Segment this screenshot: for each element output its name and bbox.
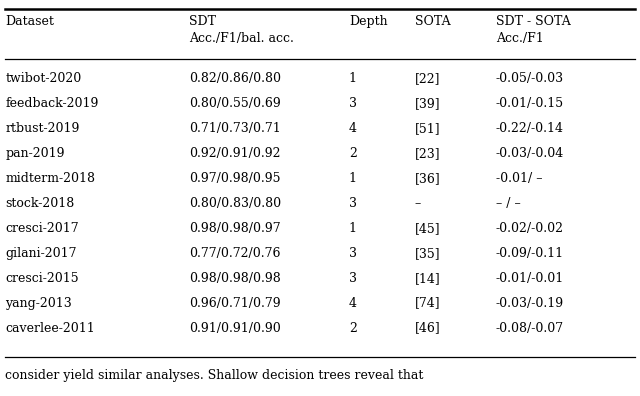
Text: [35]: [35] — [415, 247, 440, 260]
Text: 0.92/0.91/0.92: 0.92/0.91/0.92 — [189, 147, 280, 160]
Text: Dataset: Dataset — [5, 15, 54, 28]
Text: 3: 3 — [349, 197, 357, 210]
Text: 1: 1 — [349, 222, 357, 235]
Text: feedback-2019: feedback-2019 — [5, 97, 99, 110]
Text: [39]: [39] — [415, 97, 440, 110]
Text: -0.08/-0.07: -0.08/-0.07 — [496, 322, 564, 335]
Text: [22]: [22] — [415, 72, 440, 85]
Text: [51]: [51] — [415, 122, 440, 135]
Text: SDT: SDT — [189, 15, 216, 28]
Text: 4: 4 — [349, 297, 357, 310]
Text: cresci-2015: cresci-2015 — [5, 272, 79, 285]
Text: cresci-2017: cresci-2017 — [5, 222, 79, 235]
Text: 0.77/0.72/0.76: 0.77/0.72/0.76 — [189, 247, 280, 260]
Text: twibot-2020: twibot-2020 — [5, 72, 81, 85]
Text: [46]: [46] — [415, 322, 440, 335]
Text: consider yield similar analyses. Shallow decision trees reveal that: consider yield similar analyses. Shallow… — [5, 369, 424, 382]
Text: Acc./F1/bal. acc.: Acc./F1/bal. acc. — [189, 32, 294, 45]
Text: 0.96/0.71/0.79: 0.96/0.71/0.79 — [189, 297, 280, 310]
Text: – / –: – / – — [496, 197, 521, 210]
Text: -0.01/ –: -0.01/ – — [496, 172, 543, 185]
Text: 0.82/0.86/0.80: 0.82/0.86/0.80 — [189, 72, 281, 85]
Text: Depth: Depth — [349, 15, 387, 28]
Text: Acc./F1: Acc./F1 — [496, 32, 544, 45]
Text: [45]: [45] — [415, 222, 440, 235]
Text: -0.03/-0.04: -0.03/-0.04 — [496, 147, 564, 160]
Text: 3: 3 — [349, 272, 357, 285]
Text: midterm-2018: midterm-2018 — [5, 172, 95, 185]
Text: -0.03/-0.19: -0.03/-0.19 — [496, 297, 564, 310]
Text: 0.98/0.98/0.98: 0.98/0.98/0.98 — [189, 272, 280, 285]
Text: pan-2019: pan-2019 — [5, 147, 65, 160]
Text: -0.05/-0.03: -0.05/-0.03 — [496, 72, 564, 85]
Text: 2: 2 — [349, 147, 356, 160]
Text: stock-2018: stock-2018 — [5, 197, 74, 210]
Text: -0.02/-0.02: -0.02/-0.02 — [496, 222, 564, 235]
Text: [36]: [36] — [415, 172, 440, 185]
Text: caverlee-2011: caverlee-2011 — [5, 322, 95, 335]
Text: 3: 3 — [349, 97, 357, 110]
Text: [23]: [23] — [415, 147, 440, 160]
Text: 0.80/0.83/0.80: 0.80/0.83/0.80 — [189, 197, 281, 210]
Text: 0.80/0.55/0.69: 0.80/0.55/0.69 — [189, 97, 280, 110]
Text: 0.98/0.98/0.97: 0.98/0.98/0.97 — [189, 222, 280, 235]
Text: 1: 1 — [349, 172, 357, 185]
Text: -0.01/-0.15: -0.01/-0.15 — [496, 97, 564, 110]
Text: -0.09/-0.11: -0.09/-0.11 — [496, 247, 564, 260]
Text: -0.22/-0.14: -0.22/-0.14 — [496, 122, 564, 135]
Text: -0.01/-0.01: -0.01/-0.01 — [496, 272, 564, 285]
Text: 0.97/0.98/0.95: 0.97/0.98/0.95 — [189, 172, 280, 185]
Text: –: – — [415, 197, 421, 210]
Text: 1: 1 — [349, 72, 357, 85]
Text: gilani-2017: gilani-2017 — [5, 247, 77, 260]
Text: 4: 4 — [349, 122, 357, 135]
Text: 0.91/0.91/0.90: 0.91/0.91/0.90 — [189, 322, 280, 335]
Text: SOTA: SOTA — [415, 15, 451, 28]
Text: SDT - SOTA: SDT - SOTA — [496, 15, 571, 28]
Text: rtbust-2019: rtbust-2019 — [5, 122, 79, 135]
Text: [74]: [74] — [415, 297, 440, 310]
Text: [14]: [14] — [415, 272, 440, 285]
Text: 0.71/0.73/0.71: 0.71/0.73/0.71 — [189, 122, 280, 135]
Text: 2: 2 — [349, 322, 356, 335]
Text: yang-2013: yang-2013 — [5, 297, 72, 310]
Text: 3: 3 — [349, 247, 357, 260]
